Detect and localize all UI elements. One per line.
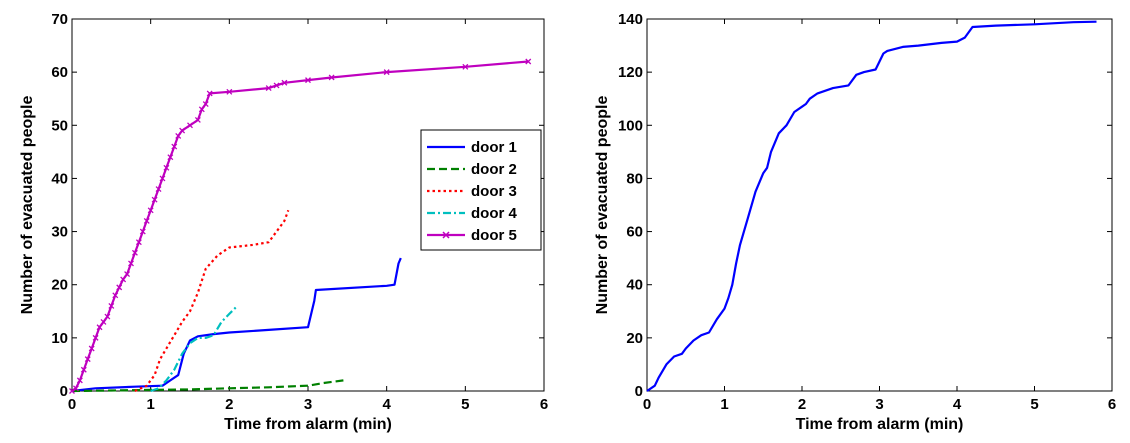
legend-entry: door 3 — [471, 183, 517, 200]
x-tick-label: 6 — [1108, 396, 1116, 413]
series-marker — [171, 143, 178, 150]
series-marker — [96, 324, 103, 331]
series-line-0 — [646, 20, 1097, 392]
legend-entry: door 1 — [471, 139, 517, 156]
series-marker — [116, 284, 123, 291]
series-marker — [72, 385, 79, 392]
series-marker — [80, 366, 87, 373]
x-tick-label: 1 — [146, 396, 154, 413]
series-marker — [76, 377, 83, 384]
x-tick-label: 1 — [720, 396, 728, 413]
y-tick-label: 140 — [618, 11, 643, 28]
y-tick-label: 60 — [626, 224, 643, 241]
series-marker — [305, 77, 311, 84]
y-tick-label: 0 — [635, 383, 643, 400]
series-marker — [135, 239, 142, 246]
series-marker — [265, 85, 272, 92]
series-marker — [104, 313, 111, 320]
series-marker — [155, 186, 162, 193]
series-marker — [198, 106, 205, 113]
series-marker — [226, 88, 233, 95]
series-marker — [84, 356, 91, 363]
series-marker — [383, 69, 390, 76]
x-axis-label: Time from alarm (min) — [796, 416, 964, 433]
y-tick-label: 30 — [51, 224, 68, 241]
x-tick-label: 0 — [643, 396, 651, 413]
series-marker — [112, 292, 119, 299]
y-tick-label: 10 — [51, 330, 68, 347]
axes-frame — [646, 18, 1113, 392]
series-marker — [328, 74, 335, 81]
y-tick-label: 40 — [626, 277, 643, 294]
y-tick-label: 100 — [618, 117, 643, 134]
series-marker — [194, 117, 201, 123]
y-tick-label: 40 — [51, 170, 68, 187]
y-tick-label: 70 — [51, 11, 68, 28]
series-marker — [206, 90, 213, 97]
legend-entry: door 2 — [471, 161, 517, 178]
y-tick-label: 20 — [626, 330, 643, 347]
series-marker — [202, 101, 209, 107]
legend-marker — [442, 231, 450, 239]
series-marker — [108, 303, 115, 309]
series-marker — [88, 345, 95, 352]
series-marker — [147, 207, 154, 214]
series-marker — [139, 228, 146, 235]
x-tick-label: 4 — [953, 396, 962, 413]
x-tick-label: 0 — [68, 396, 76, 413]
series-marker — [159, 175, 166, 182]
x-tick-label: 6 — [540, 396, 548, 413]
series-marker — [143, 217, 150, 224]
series-marker — [163, 164, 170, 171]
series-marker — [462, 63, 469, 70]
series-marker — [100, 318, 107, 325]
series-line-door-2 — [71, 379, 344, 393]
y-tick-label: 50 — [51, 117, 68, 134]
x-axis-label: Time from alarm (min) — [224, 416, 392, 433]
series-marker — [131, 249, 138, 256]
series-marker — [128, 260, 134, 267]
series-marker — [120, 276, 127, 283]
series-line-door-4 — [150, 305, 238, 393]
y-tick-label: 80 — [626, 170, 643, 187]
series-marker — [167, 154, 174, 161]
x-tick-label: 2 — [225, 396, 233, 413]
x-tick-label: 3 — [304, 396, 312, 413]
legend-entry: door 5 — [471, 227, 517, 244]
series-line-door-3 — [134, 209, 290, 393]
legend-entry: door 4 — [471, 205, 517, 222]
series-marker — [92, 334, 99, 341]
y-tick-label: 60 — [51, 64, 68, 81]
y-tick-label: 0 — [60, 383, 68, 400]
series-marker — [175, 132, 182, 139]
x-tick-label: 4 — [382, 396, 391, 413]
series-marker — [273, 82, 280, 89]
series-marker — [525, 58, 532, 65]
series-marker — [187, 122, 193, 129]
x-tick-label: 5 — [461, 396, 469, 413]
x-tick-label: 5 — [1030, 396, 1038, 413]
y-tick-label: 20 — [51, 277, 68, 294]
series-marker — [69, 388, 75, 394]
y-axis-label: Number of evacuated people — [594, 96, 611, 315]
legend-box — [420, 129, 542, 251]
x-tick-label: 3 — [875, 396, 883, 413]
y-tick-label: 120 — [618, 64, 643, 81]
y-axis-label: Number of evacuated people — [19, 96, 36, 315]
x-tick-label: 2 — [798, 396, 806, 413]
series-marker — [281, 79, 288, 86]
series-marker — [151, 196, 158, 203]
series-marker — [179, 127, 186, 134]
series-marker — [124, 271, 131, 278]
